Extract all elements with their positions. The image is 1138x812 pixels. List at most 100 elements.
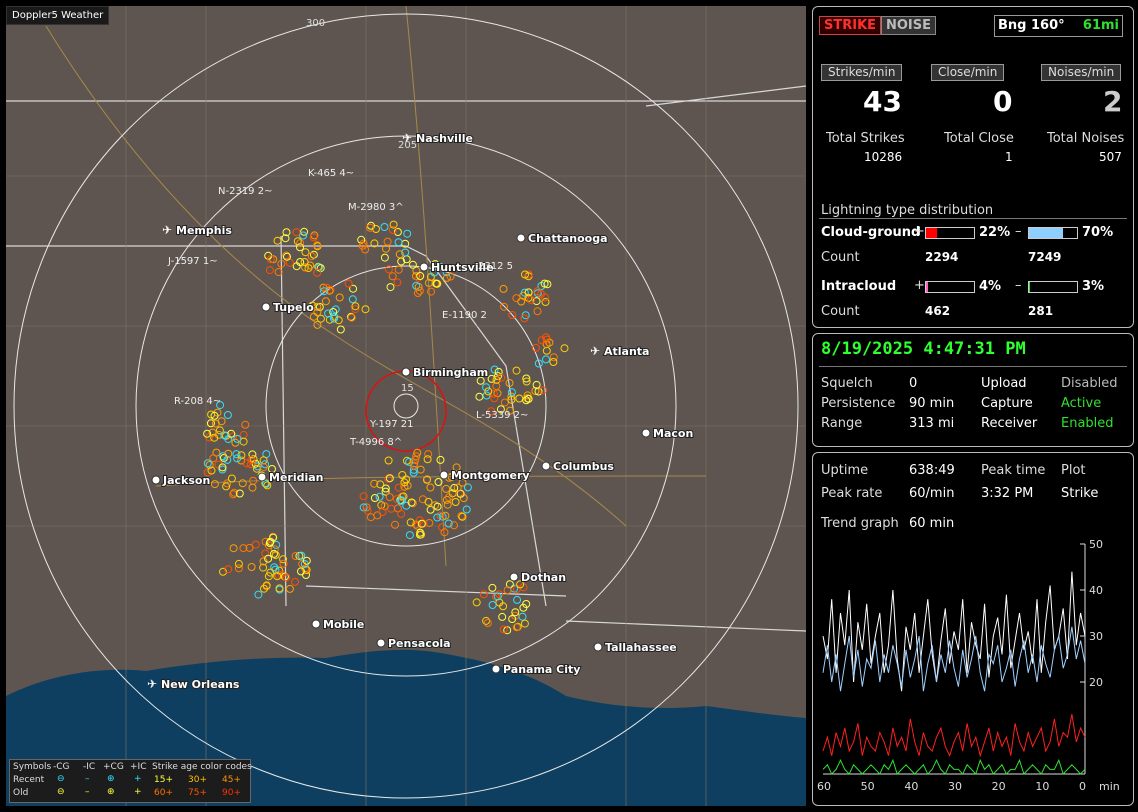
strike-symbol	[373, 511, 382, 520]
strike-symbol	[441, 511, 450, 520]
legend-recent-age-1: 30+	[188, 775, 207, 785]
strike-symbol	[248, 450, 257, 459]
uptime-label: Uptime	[821, 463, 869, 478]
strike-symbol	[388, 272, 397, 281]
city-marker	[516, 233, 526, 243]
strike-symbol	[259, 463, 268, 472]
pos-ic-recent-icon: +	[134, 774, 142, 784]
storm-cell-label: J-1597 1~	[167, 256, 218, 267]
lightning-map[interactable]: ✈ Nashville ✈ Memphis Chattanooga Huntsville T…	[6, 6, 806, 806]
strike-symbol	[490, 365, 499, 374]
strike-symbol	[296, 258, 305, 266]
strike-symbol	[499, 625, 508, 634]
strike-symbol	[299, 231, 308, 240]
uptime-value: 638:49	[909, 463, 955, 478]
cloud-ground-label: Cloud-ground	[821, 225, 921, 240]
strike-symbol	[283, 252, 291, 261]
strike-symbol	[300, 227, 309, 236]
cg-negative-bar	[1028, 227, 1078, 239]
strike-symbol	[210, 411, 219, 420]
range-rings	[13, 13, 799, 799]
bearing-display: Bng 160° 61mi	[994, 15, 1123, 37]
strike-symbol	[320, 287, 329, 296]
ic-negative-pct: 3%	[1082, 279, 1105, 294]
current-datetime: 8/19/2025 4:47:31 PM	[821, 339, 1026, 359]
strike-symbol	[503, 626, 512, 635]
strike-symbol	[263, 481, 272, 490]
map-canvas[interactable]: ✈ Nashville ✈ Memphis Chattanooga Huntsville T…	[6, 6, 806, 806]
cg-count-label: Count	[821, 250, 860, 265]
strike-symbol	[351, 305, 360, 314]
peak-rate-label: Peak rate	[821, 486, 883, 501]
strike-symbol	[282, 228, 291, 237]
city-marker	[151, 475, 161, 485]
strike-symbol	[363, 506, 372, 515]
upload-value: Disabled	[1061, 376, 1118, 391]
strike-button[interactable]: STRIKE	[819, 16, 882, 35]
strike-symbol	[262, 480, 271, 488]
noise-button[interactable]: NOISE	[881, 16, 937, 35]
strike-symbol	[520, 288, 529, 297]
strike-symbol	[412, 452, 421, 461]
city-label: Birmingham	[413, 366, 488, 379]
city-label: Nashville	[416, 132, 473, 145]
distribution-title: Lightning type distribution	[821, 203, 994, 218]
strike-symbol	[306, 261, 315, 270]
strike-symbol	[359, 492, 368, 501]
strike-symbol	[385, 493, 394, 502]
strike-symbol	[261, 537, 270, 546]
strike-symbol	[507, 388, 516, 397]
strike-symbol	[238, 479, 247, 488]
pos-cg-recent-icon: ⊕	[107, 774, 115, 784]
strike-symbol	[203, 459, 212, 468]
strike-symbol	[505, 379, 514, 387]
strike-symbol	[389, 220, 398, 229]
city-marker	[593, 642, 603, 652]
strike-symbol	[296, 239, 305, 248]
strike-symbol	[402, 475, 410, 484]
storm-cell-label: N-2319 2~	[218, 186, 272, 197]
distance-value: 61mi	[1082, 18, 1119, 33]
strike-symbol	[270, 545, 279, 554]
strike-symbol	[424, 497, 433, 506]
x-unit-label: min	[1099, 780, 1120, 793]
city-marker	[541, 461, 551, 471]
strike-symbols	[203, 220, 569, 635]
persistence-value: 90 min	[909, 396, 955, 411]
storm-cell-labels: K-465 4~ N-2319 2~ M-2980 3^ J-1597 1~ 2312 …	[167, 168, 528, 448]
strike-symbol	[268, 465, 276, 473]
city-marker	[439, 470, 449, 480]
strike-symbol	[543, 280, 552, 289]
strike-symbol	[264, 554, 273, 563]
strike-symbol	[518, 612, 527, 621]
strike-symbol	[370, 479, 379, 488]
city-label: Dothan	[521, 571, 566, 584]
strike-symbol	[232, 450, 241, 459]
strike-symbol	[533, 287, 542, 296]
strike-symbol	[387, 504, 396, 513]
strike-symbol	[432, 279, 441, 288]
strike-symbol	[412, 266, 421, 275]
strike-symbol	[541, 293, 549, 302]
strike-symbol	[292, 228, 301, 237]
receiver-value: Enabled	[1061, 416, 1114, 431]
strike-symbol	[271, 551, 280, 559]
series-line-2	[822, 714, 1086, 758]
city-label: Montgomery	[451, 469, 530, 482]
strike-symbol	[218, 463, 227, 472]
strike-symbol	[384, 456, 393, 465]
city-label: Huntsville	[431, 261, 494, 274]
strike-symbol	[282, 573, 291, 582]
city-marker	[376, 638, 386, 648]
strike-symbol	[215, 426, 224, 435]
strike-symbol	[316, 314, 325, 323]
strike-symbol	[388, 225, 397, 234]
strike-symbol	[357, 235, 366, 244]
strike-symbol	[416, 465, 425, 474]
strike-symbol	[291, 577, 299, 586]
strike-symbol	[247, 455, 256, 464]
x-tick-label: 40	[904, 780, 918, 793]
city-label: Columbus	[553, 460, 614, 473]
strike-symbol	[417, 530, 426, 539]
storm-cell-label: T-4996 8^	[349, 437, 402, 448]
